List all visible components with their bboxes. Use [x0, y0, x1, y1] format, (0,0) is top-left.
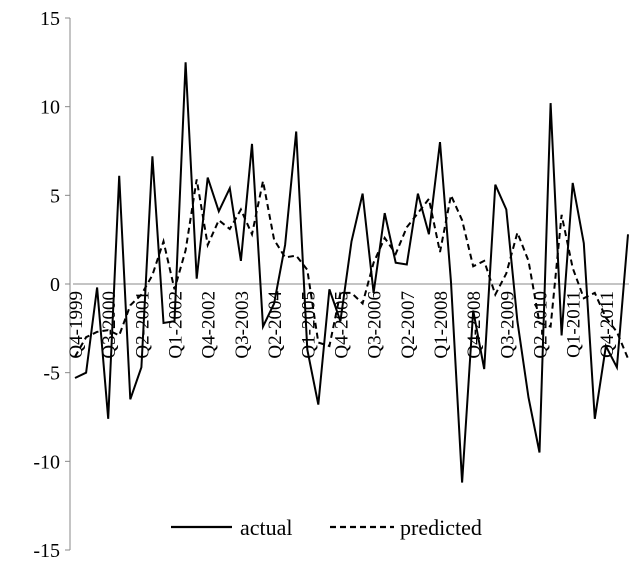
x-tick-label: Q4-2011	[597, 291, 618, 358]
x-tick-label: Q2-2010	[531, 291, 552, 359]
x-tick-label: Q3-2006	[365, 291, 386, 359]
series-line-actual	[74, 62, 629, 483]
legend-label-predicted: predicted	[400, 515, 482, 540]
series-layer	[74, 62, 629, 483]
y-tick-label: 10	[40, 97, 60, 119]
x-tick-label: Q1-2011	[564, 291, 585, 358]
y-tick-label: -10	[33, 451, 60, 473]
y-tick-label: -15	[33, 540, 60, 561]
x-tick-label: Q3-2009	[497, 291, 518, 359]
y-axis: -15 -10 -5 0 5 10 15	[33, 8, 71, 561]
legend: actual predicted	[171, 515, 482, 540]
legend-label-actual: actual	[240, 515, 293, 540]
y-tick-label: -5	[43, 363, 60, 385]
x-tick-label: Q1-2008	[431, 291, 452, 359]
x-tick-label: Q3-2003	[232, 291, 253, 359]
y-tick-label: 15	[40, 8, 60, 30]
x-tick-label: Q2-2004	[265, 291, 286, 359]
x-tick-label: Q4-2008	[464, 291, 485, 359]
x-tick-label: Q3-2000	[99, 291, 120, 359]
x-tick-label: Q4-1999	[66, 291, 87, 359]
y-tick-label: 5	[50, 185, 60, 207]
x-tick-label: Q1-2002	[166, 291, 187, 359]
x-tick-label: Q4-2002	[199, 291, 220, 359]
y-tick-label: 0	[50, 274, 60, 296]
x-tick-label: Q2-2007	[398, 291, 419, 359]
